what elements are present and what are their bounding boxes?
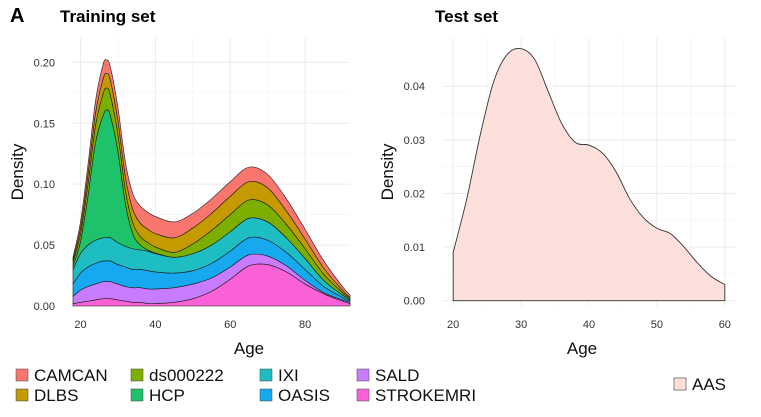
training-density-chart: Training set 20 40 60 80 0.000.050.100.150.… <box>8 7 351 358</box>
y-tick-label: 0.02 <box>404 188 425 200</box>
legend-label: CAMCAN <box>34 366 108 385</box>
legend-swatch <box>130 368 144 382</box>
training-legend: CAMCAN ds000222 IXI SALD DLBS HCP OASIS STROKEM… <box>15 366 476 405</box>
x-tick-label: 30 <box>515 319 527 331</box>
test-chart-title: Test set <box>435 7 498 26</box>
x-tick-label: 50 <box>651 319 663 331</box>
legend-label: AAS <box>692 375 726 394</box>
legend-item-aas: AAS <box>673 375 726 394</box>
panel-letter: A <box>10 5 24 27</box>
test-x-ticks: 20 30 40 50 60 <box>447 319 731 331</box>
legend-item-oasis: OASIS <box>259 386 330 405</box>
legend-swatch <box>259 388 273 402</box>
x-tick-label: 40 <box>149 319 161 331</box>
legend-label: OASIS <box>278 386 330 405</box>
test-y-axis-label: Density <box>378 143 397 200</box>
legend-label: DLBS <box>34 386 78 405</box>
legend-swatch <box>130 388 144 402</box>
y-tick-label: 0.15 <box>34 118 55 130</box>
legend-item-ixi: IXI <box>259 366 299 385</box>
y-tick-label: 0.04 <box>404 81 425 93</box>
training-x-ticks: 20 40 60 80 <box>74 319 311 331</box>
legend-swatch <box>15 368 29 382</box>
training-y-ticks: 0.00 0.05 0.10 0.15 0.20 <box>34 57 55 313</box>
y-tick-label: 0.05 <box>34 240 55 252</box>
test-density-area <box>452 47 726 302</box>
legend-item-strokemri: STROKEMRI <box>356 386 476 405</box>
legend-item-ds000222: ds000222 <box>130 366 224 385</box>
x-tick-label: 60 <box>719 319 731 331</box>
test-x-axis-label: Age <box>567 339 597 358</box>
legend-item-hcp: HCP <box>130 386 185 405</box>
training-stacked-areas <box>72 59 351 307</box>
legend-label: HCP <box>149 386 185 405</box>
legend-label: IXI <box>278 366 299 385</box>
x-tick-label: 60 <box>224 319 236 331</box>
x-tick-label: 20 <box>74 319 86 331</box>
area-camcan <box>72 59 351 298</box>
y-tick-label: 0.10 <box>34 179 55 191</box>
legend-label: STROKEMRI <box>375 386 476 405</box>
training-x-axis-label: Age <box>234 339 264 358</box>
legend-item-sald: SALD <box>356 366 419 385</box>
y-tick-label: 0.00 <box>404 296 425 308</box>
test-y-ticks: 0.00 0.01 0.02 0.03 0.04 <box>404 81 425 307</box>
legend-swatch <box>673 377 687 391</box>
legend-swatch <box>259 368 273 382</box>
legend-swatch <box>356 388 370 402</box>
x-tick-label: 40 <box>583 319 595 331</box>
y-tick-label: 0.01 <box>404 242 425 254</box>
legend-item-camcan: CAMCAN <box>15 366 108 385</box>
test-density-chart: Test set 20 30 40 50 60 0.00 0.01 0.02 0.03 0.04… <box>378 7 735 358</box>
y-tick-label: 0.03 <box>404 135 425 147</box>
area-aas <box>452 47 726 302</box>
y-tick-label: 0.20 <box>34 57 55 69</box>
legend-label: SALD <box>375 366 419 385</box>
training-y-axis-label: Density <box>8 143 27 200</box>
legend-label: ds000222 <box>149 366 224 385</box>
y-tick-label: 0.00 <box>34 301 55 313</box>
legend-item-dlbs: DLBS <box>15 386 78 405</box>
training-chart-title: Training set <box>60 7 156 26</box>
legend-swatch <box>15 388 29 402</box>
x-tick-label: 80 <box>299 319 311 331</box>
test-legend: AAS <box>673 375 726 394</box>
legend-swatch <box>356 368 370 382</box>
x-tick-label: 20 <box>447 319 459 331</box>
